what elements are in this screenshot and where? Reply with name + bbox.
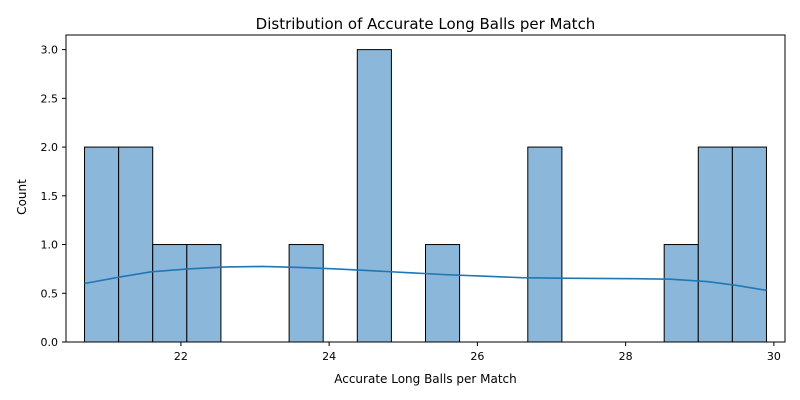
plot-frame: [65, 34, 786, 343]
histogram-bar-7: [527, 146, 563, 343]
histogram-bar-2: [152, 244, 188, 343]
x-axis-label: Accurate Long Balls per Match: [334, 372, 517, 386]
histogram-bar-3: [186, 244, 222, 343]
histogram-bar-5: [356, 49, 392, 343]
histogram-bar-1: [118, 146, 154, 343]
y-tick-label: 2.5: [41, 92, 59, 105]
x-axis-ticks: 22 24 26 28 30: [174, 342, 781, 363]
y-tick-label: 1.5: [41, 190, 59, 203]
y-tick-label: 0.0: [41, 336, 59, 349]
chart-title: Distribution of Accurate Long Balls per …: [256, 15, 596, 33]
x-tick-label: 30: [767, 350, 781, 363]
y-tick-label: 2.0: [41, 141, 59, 154]
histogram-bar-6: [425, 244, 461, 343]
histogram-bar-4: [288, 244, 324, 343]
histogram-bar-0: [84, 146, 120, 343]
kde-line: [84, 265, 767, 292]
x-tick-label: 28: [619, 350, 633, 363]
y-axis-label: Count: [15, 179, 29, 215]
y-tick-label: 1.0: [41, 239, 59, 252]
y-tick-label: 0.5: [41, 287, 59, 300]
x-tick-label: 22: [174, 350, 188, 363]
x-tick-label: 26: [470, 350, 484, 363]
x-tick-label: 24: [322, 350, 336, 363]
kde-curve-group: [84, 265, 767, 292]
histogram-bars: [84, 49, 767, 343]
y-axis-ticks: 0.0 0.5 1.0 1.5 2.0 2.5 3.0: [41, 44, 66, 349]
histogram-bar-9: [697, 146, 733, 343]
histogram-bar-8: [663, 244, 699, 343]
histogram-bar-10: [731, 146, 767, 343]
y-tick-label: 3.0: [41, 44, 59, 57]
